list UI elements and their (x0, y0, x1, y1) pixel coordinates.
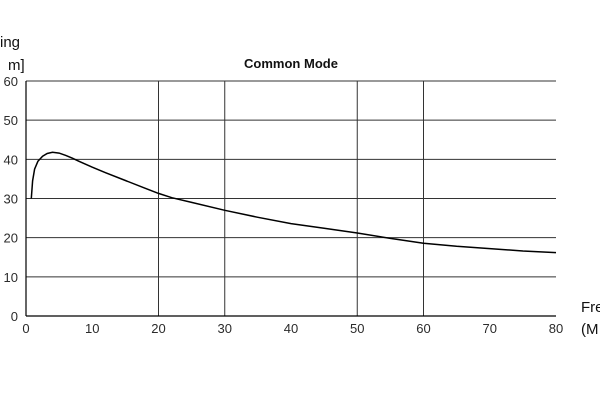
x-tick-label: 70 (483, 321, 497, 336)
x-tick-label: 50 (350, 321, 364, 336)
y-tick-label: 0 (11, 309, 18, 324)
x-tick-label: 60 (416, 321, 430, 336)
x-tick-label: 10 (85, 321, 99, 336)
axes (25, 81, 556, 317)
x-tick-labels: 0 10 20 30 40 50 60 70 80 (22, 321, 563, 336)
x-tick-label: 30 (218, 321, 232, 336)
x-axis-label-fragment-1: Fre (581, 299, 600, 316)
y-axis-label-fragment-2: m] (8, 57, 25, 74)
x-axis-label-fragment-2: (M (581, 321, 599, 338)
series-line (30, 151, 557, 254)
y-tick-label: 50 (4, 113, 18, 128)
y-tick-label: 20 (4, 231, 18, 246)
x-tick-label: 40 (284, 321, 298, 336)
y-tick-labels: 0 10 20 30 40 50 60 (4, 74, 18, 324)
x-tick-label: 0 (22, 321, 29, 336)
y-tick-label: 40 (4, 152, 18, 167)
y-tick-label: 10 (4, 270, 18, 285)
x-tick-label: 80 (549, 321, 563, 336)
y-tick-label: 60 (4, 74, 18, 89)
y-axis-label-fragment-1: ing (0, 34, 20, 51)
x-tick-label: 20 (151, 321, 165, 336)
grid-lines (26, 80, 556, 316)
y-tick-label: 30 (4, 192, 18, 207)
chart-title: Common Mode (244, 56, 338, 71)
